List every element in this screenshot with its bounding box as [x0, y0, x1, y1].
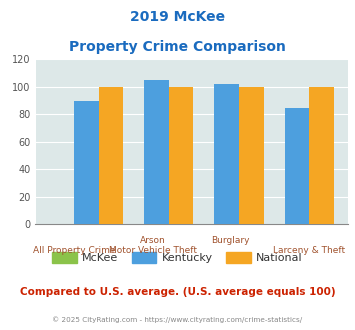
Bar: [74, 101, 99, 224]
Bar: [169, 87, 193, 224]
Bar: [285, 108, 309, 224]
Text: Arson: Arson: [140, 236, 165, 245]
Text: Motor Vehicle Theft: Motor Vehicle Theft: [109, 246, 197, 255]
Bar: [239, 87, 263, 224]
Text: Larceny & Theft: Larceny & Theft: [273, 246, 345, 255]
Text: 2019 McKee: 2019 McKee: [130, 10, 225, 24]
Text: All Property Crime: All Property Crime: [33, 246, 116, 255]
Text: Property Crime Comparison: Property Crime Comparison: [69, 40, 286, 53]
Bar: [214, 84, 239, 224]
Text: © 2025 CityRating.com - https://www.cityrating.com/crime-statistics/: © 2025 CityRating.com - https://www.city…: [53, 317, 302, 323]
Bar: [99, 87, 123, 224]
Text: Burglary: Burglary: [212, 236, 250, 245]
Text: Compared to U.S. average. (U.S. average equals 100): Compared to U.S. average. (U.S. average …: [20, 287, 335, 297]
Bar: [144, 80, 169, 224]
Bar: [309, 87, 334, 224]
Legend: McKee, Kentucky, National: McKee, Kentucky, National: [48, 248, 307, 267]
